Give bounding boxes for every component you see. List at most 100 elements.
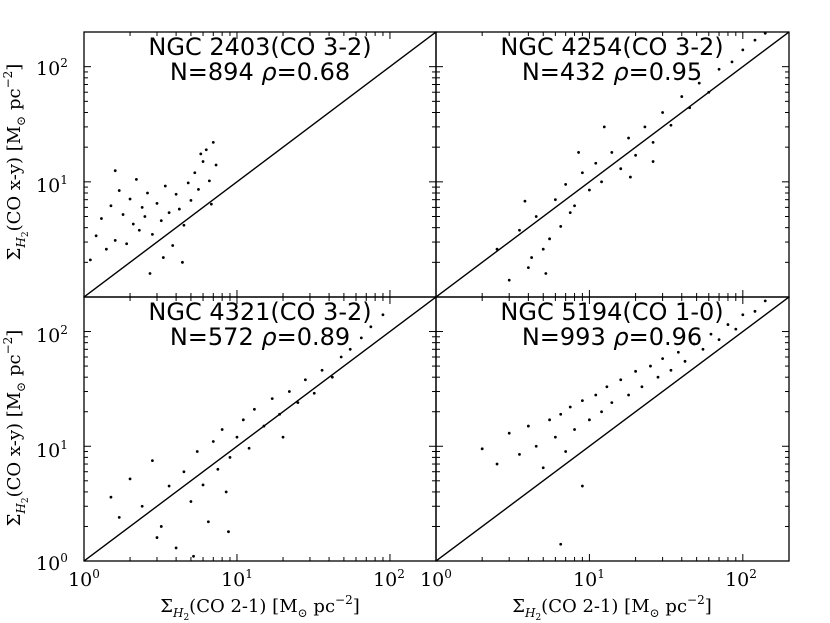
data-point-ngc2403 — [109, 204, 113, 208]
xaxis-title-left: ΣH2(CO 2-1) [M⊙ pc−2] — [160, 593, 360, 623]
data-point-ngc2403 — [104, 247, 108, 251]
data-point-ngc2403 — [113, 239, 117, 242]
data-point-ngc2403 — [201, 160, 205, 163]
ytick-label-bottom-1e0: 100 — [36, 551, 68, 575]
data-point-ngc4321 — [195, 450, 199, 453]
data-point-ngc4321 — [201, 483, 205, 487]
data-point-ngc4254 — [741, 48, 745, 52]
panel-stats-ngc4254: N=432 ρ=0.95 — [522, 58, 702, 86]
data-point-ngc2403 — [113, 169, 117, 173]
data-point-ngc4254 — [526, 266, 530, 270]
data-point-ngc4254 — [643, 125, 647, 129]
data-point-ngc5194 — [534, 444, 538, 448]
data-point-ngc4254 — [600, 180, 603, 184]
data-point-ngc2403 — [140, 205, 144, 209]
data-point-ngc4321 — [235, 435, 239, 439]
panel-title-ngc5194: NGC 5194(CO 1-0) — [500, 298, 723, 326]
panel-stats-ngc2403: N=894 ρ=0.68 — [170, 58, 350, 86]
data-point-ngc4321 — [167, 484, 171, 488]
data-point-ngc2403 — [204, 148, 208, 152]
data-point-ngc5194 — [588, 418, 591, 422]
data-point-ngc4321 — [159, 525, 163, 528]
data-point-ngc5194 — [692, 342, 696, 346]
data-point-ngc4321 — [128, 477, 132, 481]
data-point-ngc5194 — [518, 452, 521, 456]
data-point-ngc4254 — [730, 60, 734, 64]
data-point-ngc4254 — [634, 153, 637, 157]
data-point-ngc2403 — [197, 187, 200, 191]
data-point-ngc4321 — [348, 347, 352, 351]
data-point-ngc4254 — [541, 247, 545, 251]
data-point-ngc4321 — [117, 515, 121, 519]
data-point-ngc2403 — [88, 258, 92, 262]
data-point-ngc5194 — [568, 405, 572, 409]
xtick-label-right-1e2: 102 — [725, 567, 757, 591]
data-point-ngc5194 — [495, 462, 499, 466]
data-point-ngc2403 — [131, 222, 135, 226]
data-point-ngc4254 — [680, 95, 684, 98]
panel-rho-value-ngc2403: =0.68 — [277, 58, 351, 86]
data-point-ngc4254 — [588, 188, 591, 192]
data-point-ngc5194 — [553, 435, 557, 439]
data-point-ngc4321 — [220, 428, 224, 431]
data-point-ngc4321 — [262, 424, 266, 428]
data-point-ngc4254 — [573, 204, 576, 208]
data-point-ngc2403 — [128, 197, 132, 201]
data-point-ngc4321 — [303, 378, 307, 382]
data-point-ngc2403 — [214, 163, 218, 167]
ytick-label-bottom-1e2: 102 — [36, 323, 68, 347]
data-point-ngc4254 — [507, 278, 511, 282]
data-point-ngc5194 — [701, 347, 705, 351]
xtick-label-left-1e0: 100 — [68, 567, 100, 591]
panel-ngc5194 — [435, 296, 790, 562]
data-point-ngc2403 — [207, 179, 211, 183]
data-point-ngc4321 — [247, 446, 251, 450]
data-point-ngc4254 — [661, 111, 665, 114]
data-point-ngc4321 — [278, 412, 282, 416]
yaxis-title-top: ΣH2(CO x-y) [M⊙ pc−2] — [1, 64, 31, 261]
data-point-ngc4321 — [216, 467, 220, 471]
data-point-ngc5194 — [741, 313, 745, 317]
data-point-ngc2403 — [209, 202, 213, 206]
panel-n-ngc4254: N=432 — [522, 58, 606, 86]
data-point-ngc5194 — [634, 369, 637, 373]
data-point-ngc4321 — [140, 504, 144, 508]
data-point-ngc4321 — [296, 401, 300, 405]
data-point-ngc4254 — [577, 151, 580, 154]
data-point-ngc2403 — [161, 256, 165, 259]
data-point-ngc2403 — [174, 192, 178, 196]
data-point-ngc4321 — [330, 375, 334, 379]
data-point-ngc4254 — [602, 125, 606, 129]
data-point-ngc4321 — [359, 336, 363, 340]
data-point-ngc4254 — [627, 136, 630, 140]
data-point-ngc2403 — [182, 223, 186, 227]
xtick-label-right-1e0: 100 — [420, 567, 452, 591]
data-point-ngc5194 — [600, 410, 603, 414]
panel-title-ngc4254: NGC 4254(CO 3-2) — [500, 33, 723, 61]
data-point-ngc2403 — [117, 189, 121, 192]
data-point-ngc5194 — [656, 375, 660, 379]
data-point-ngc5194 — [669, 368, 673, 372]
data-point-ngc4321 — [320, 368, 324, 372]
data-point-ngc5194 — [610, 401, 614, 405]
data-point-ngc5194 — [683, 359, 687, 363]
data-point-ngc5194 — [480, 447, 484, 451]
data-point-ngc2403 — [171, 244, 175, 247]
data-point-ngc4254 — [530, 256, 534, 259]
data-point-ngc4254 — [753, 38, 757, 42]
data-point-ngc4321 — [228, 455, 232, 459]
data-point-ngc2403 — [181, 260, 184, 264]
data-point-ngc5194 — [580, 484, 584, 488]
data-point-ngc4254 — [688, 106, 692, 110]
data-point-ngc5194 — [649, 364, 652, 368]
data-point-ngc5194 — [559, 542, 563, 546]
data-point-ngc2403 — [143, 215, 147, 218]
data-point-ngc5194 — [734, 327, 738, 331]
data-point-ngc5194 — [676, 350, 680, 354]
data-point-ngc4254 — [495, 247, 499, 251]
ytick-label-bottom-1e1: 101 — [36, 438, 68, 462]
data-point-ngc4321 — [182, 470, 186, 474]
data-point-ngc4321 — [211, 440, 215, 443]
data-point-ngc2403 — [163, 184, 167, 188]
